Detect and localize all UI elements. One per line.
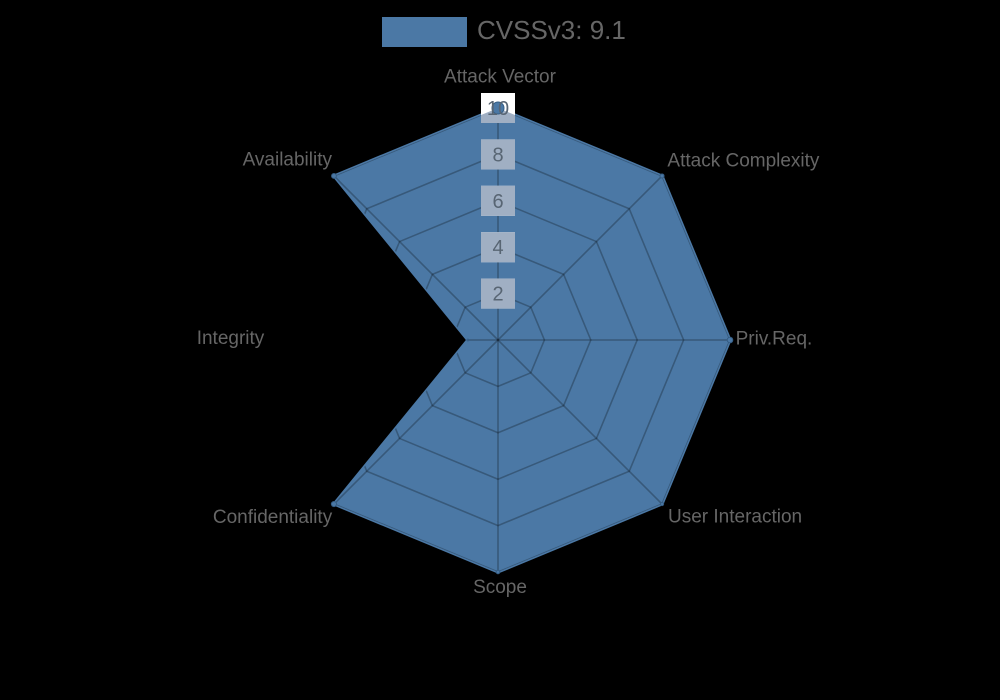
- svg-text:8: 8: [492, 144, 503, 166]
- svg-text:10: 10: [487, 98, 509, 120]
- svg-text:Confidentiality: Confidentiality: [213, 507, 333, 528]
- svg-text:Scope: Scope: [473, 577, 527, 598]
- svg-text:User Interaction: User Interaction: [668, 507, 802, 528]
- svg-text:Attack Vector: Attack Vector: [444, 67, 557, 88]
- svg-text:Attack Complexity: Attack Complexity: [667, 150, 820, 171]
- svg-text:CVSSv3: 9.1: CVSSv3: 9.1: [477, 15, 626, 45]
- svg-text:2: 2: [492, 284, 503, 306]
- svg-text:Integrity: Integrity: [197, 328, 265, 349]
- svg-text:Priv.Req.: Priv.Req.: [736, 329, 813, 350]
- svg-text:6: 6: [492, 191, 503, 213]
- svg-text:Availability: Availability: [243, 150, 333, 171]
- svg-text:4: 4: [492, 237, 503, 259]
